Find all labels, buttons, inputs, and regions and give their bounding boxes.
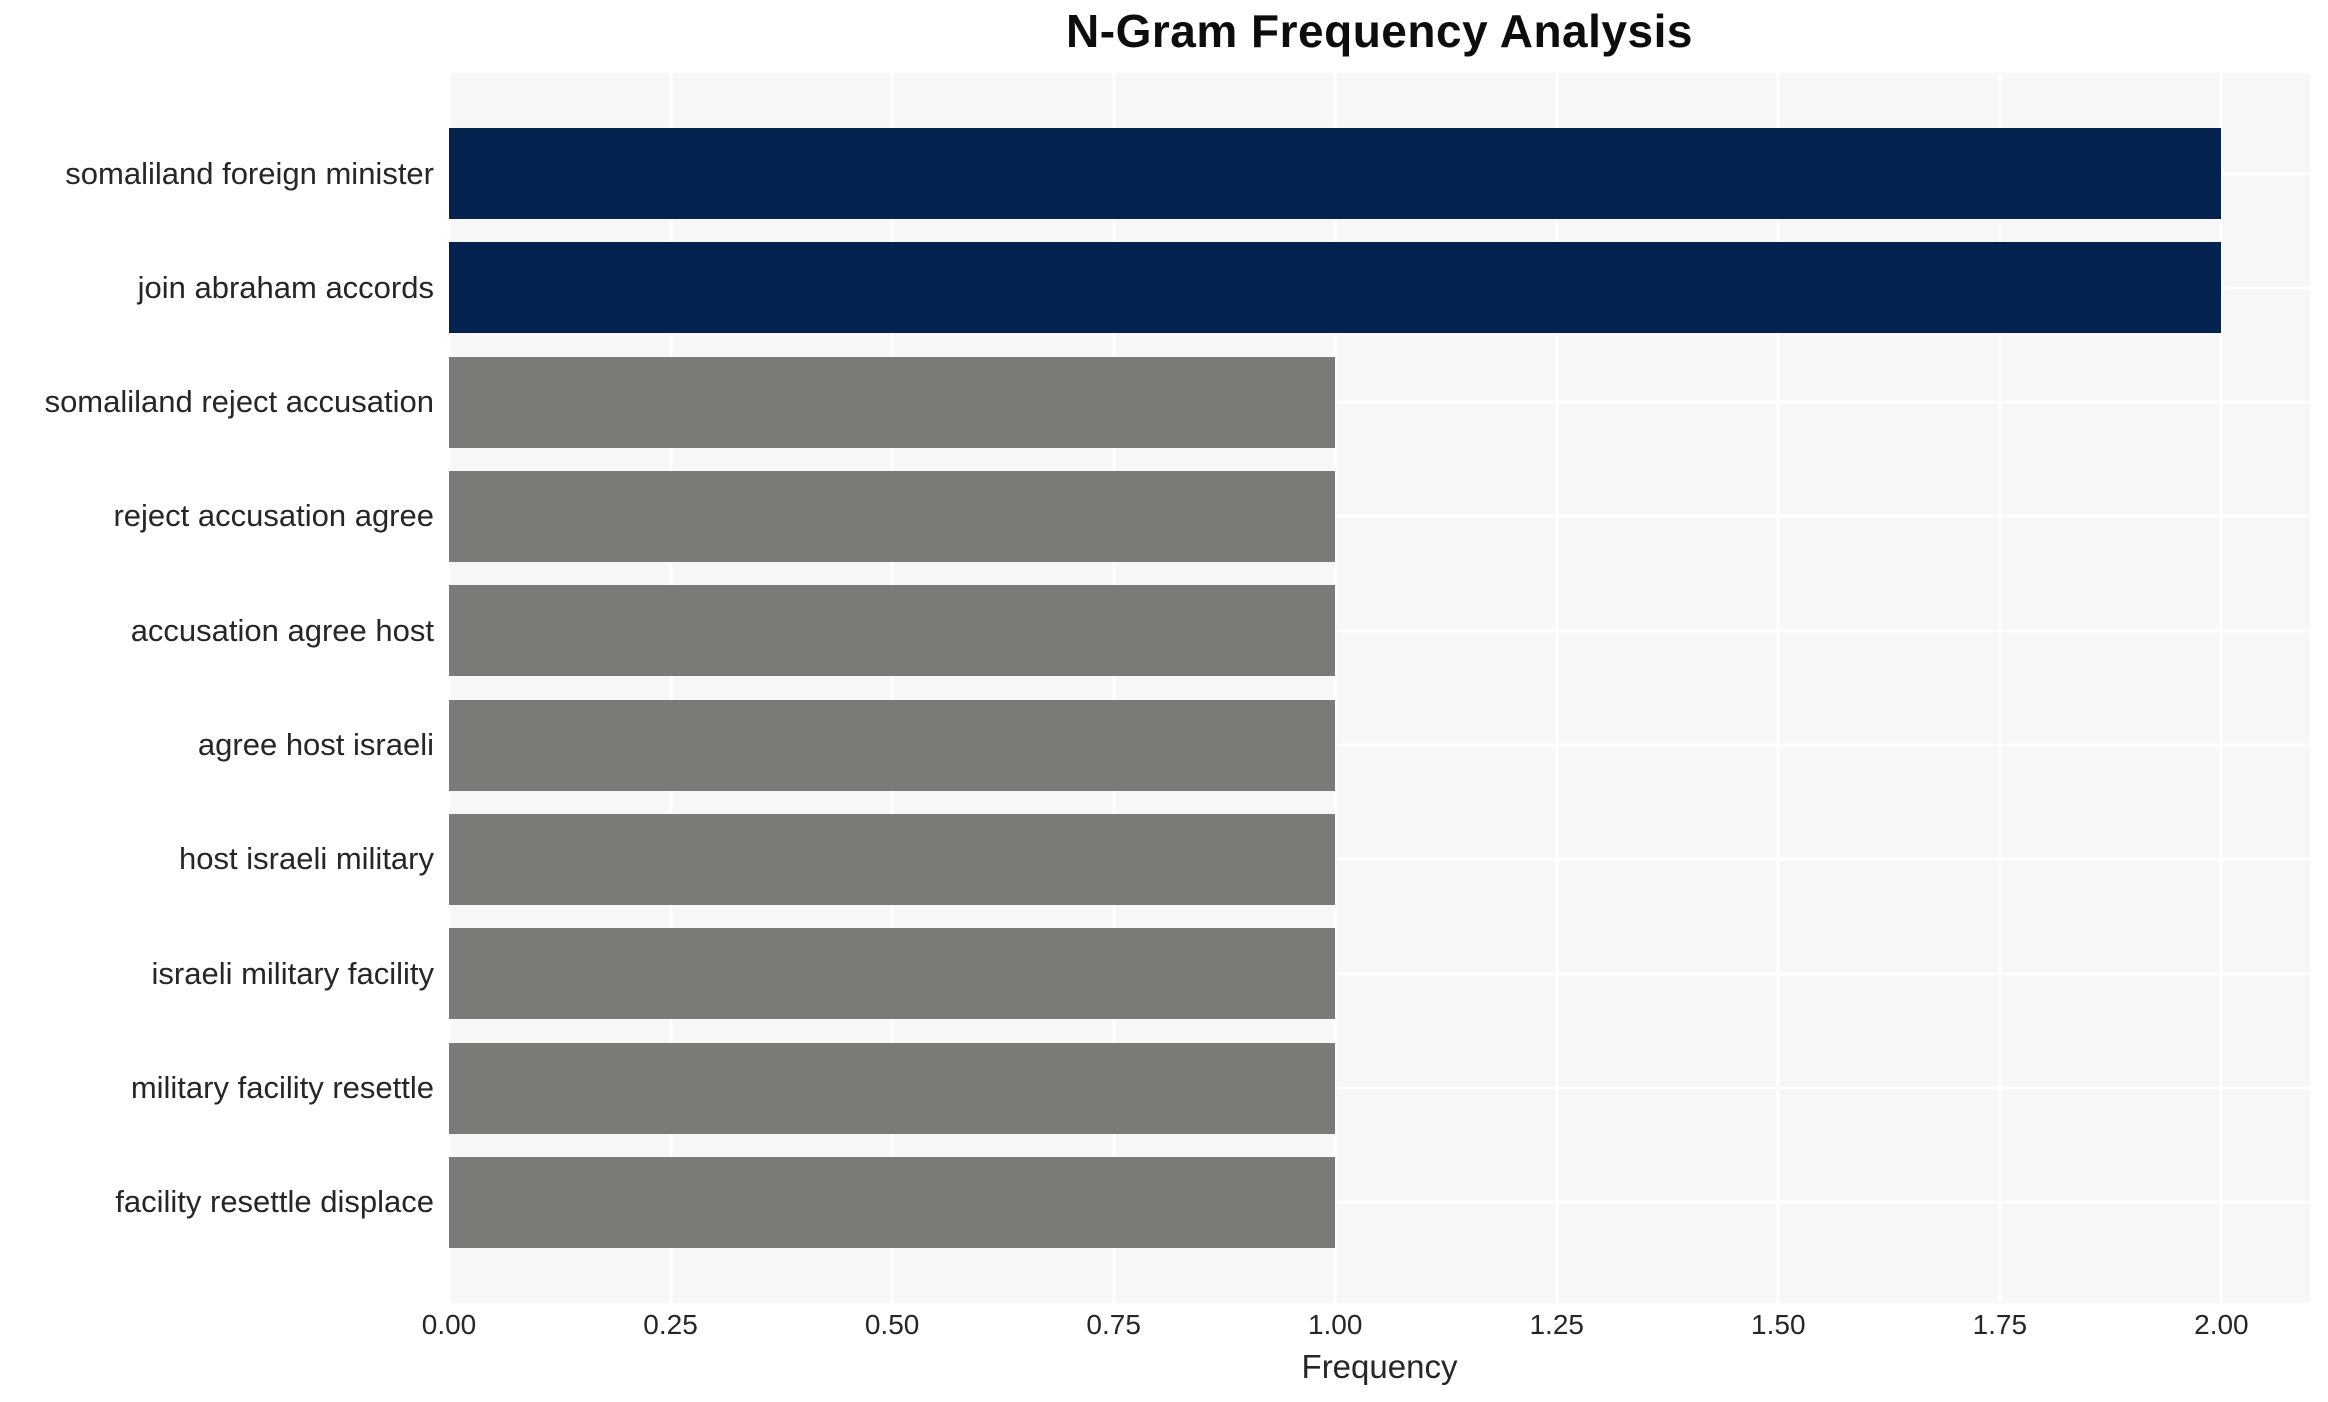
bar-row bbox=[449, 356, 2310, 448]
bar-row bbox=[449, 699, 2310, 791]
gridline-x-0.50 bbox=[890, 73, 894, 1303]
y-tick-label: israeli military facility bbox=[151, 955, 434, 991]
gridline-x-1.50 bbox=[1776, 73, 1780, 1303]
y-tick-label: somaliland reject accusation bbox=[44, 384, 434, 420]
gridline-x-2.00 bbox=[2219, 73, 2223, 1303]
x-axis: 0.00 0.25 0.50 0.75 1.00 1.25 1.50 1.75 2.00 bbox=[422, 1303, 2310, 1349]
gridline-y bbox=[449, 857, 2310, 861]
bar bbox=[449, 242, 2222, 334]
x-tick-label: 0.00 bbox=[421, 1309, 477, 1340]
gridline-y bbox=[449, 1200, 2310, 1204]
bar bbox=[449, 356, 1336, 448]
gridline-y bbox=[449, 400, 2310, 404]
gridline-x-1.00 bbox=[1333, 73, 1337, 1303]
y-tick-label: military facility resettle bbox=[130, 1070, 434, 1106]
gridline-x-1.75 bbox=[1998, 73, 2002, 1303]
chart-body: somaliland foreign minister join abraham … bbox=[0, 73, 2310, 1303]
bar-rows bbox=[449, 73, 2310, 1303]
x-tick-label: 1.25 bbox=[1529, 1309, 1584, 1340]
bar-row bbox=[449, 1156, 2310, 1248]
y-tick-label: join abraham accords bbox=[137, 269, 434, 305]
bar bbox=[449, 470, 1336, 562]
bar-row bbox=[449, 585, 2310, 677]
bar-row bbox=[449, 1042, 2310, 1134]
y-tick-label: facility resettle displace bbox=[115, 1184, 434, 1220]
y-tick-label: host israeli military bbox=[179, 841, 434, 877]
x-tick-label: 1.75 bbox=[1972, 1309, 2028, 1340]
gridline-y bbox=[449, 743, 2310, 747]
gridline-y bbox=[449, 629, 2310, 633]
bar bbox=[449, 1042, 1336, 1134]
bar-row bbox=[449, 813, 2310, 905]
bar bbox=[449, 813, 1336, 905]
x-tick-label: 0.25 bbox=[643, 1309, 698, 1340]
y-tick-label: accusation agree host bbox=[130, 612, 434, 648]
gridline-x-1.25 bbox=[1555, 73, 1559, 1303]
y-tick-label: reject accusation agree bbox=[113, 498, 434, 534]
y-tick-label: somaliland foreign minister bbox=[65, 155, 434, 191]
bar bbox=[449, 585, 1336, 677]
y-axis-labels: somaliland foreign minister join abraham … bbox=[0, 73, 449, 1303]
bar-row bbox=[449, 128, 2310, 219]
bar-row bbox=[449, 242, 2310, 334]
bar-row bbox=[449, 928, 2310, 1020]
x-tick-label: 2.00 bbox=[2194, 1309, 2249, 1340]
gridline-y bbox=[449, 514, 2310, 518]
chart-title: N-Gram Frequency Analysis bbox=[1066, 5, 1693, 57]
y-tick-label: agree host israeli bbox=[197, 727, 434, 763]
x-axis-title: Frequency bbox=[1301, 1348, 1458, 1385]
bar bbox=[449, 928, 1336, 1020]
bar bbox=[449, 1156, 1336, 1248]
gridline-y bbox=[449, 972, 2310, 976]
bar bbox=[449, 699, 1336, 791]
gridline-y bbox=[449, 1086, 2310, 1090]
plot-area bbox=[447, 73, 2310, 1303]
x-tick-label: 1.50 bbox=[1751, 1309, 1806, 1340]
bar bbox=[449, 128, 2222, 219]
x-tick-label: 1.00 bbox=[1307, 1309, 1363, 1340]
gridline-x-0.75 bbox=[1112, 73, 1116, 1303]
x-tick-label: 0.50 bbox=[864, 1309, 920, 1340]
bar-row bbox=[449, 470, 2310, 562]
x-tick-label: 0.75 bbox=[1086, 1309, 1141, 1340]
gridline-x-0.25 bbox=[669, 73, 673, 1303]
gridline-x-0.00 bbox=[447, 73, 451, 1303]
